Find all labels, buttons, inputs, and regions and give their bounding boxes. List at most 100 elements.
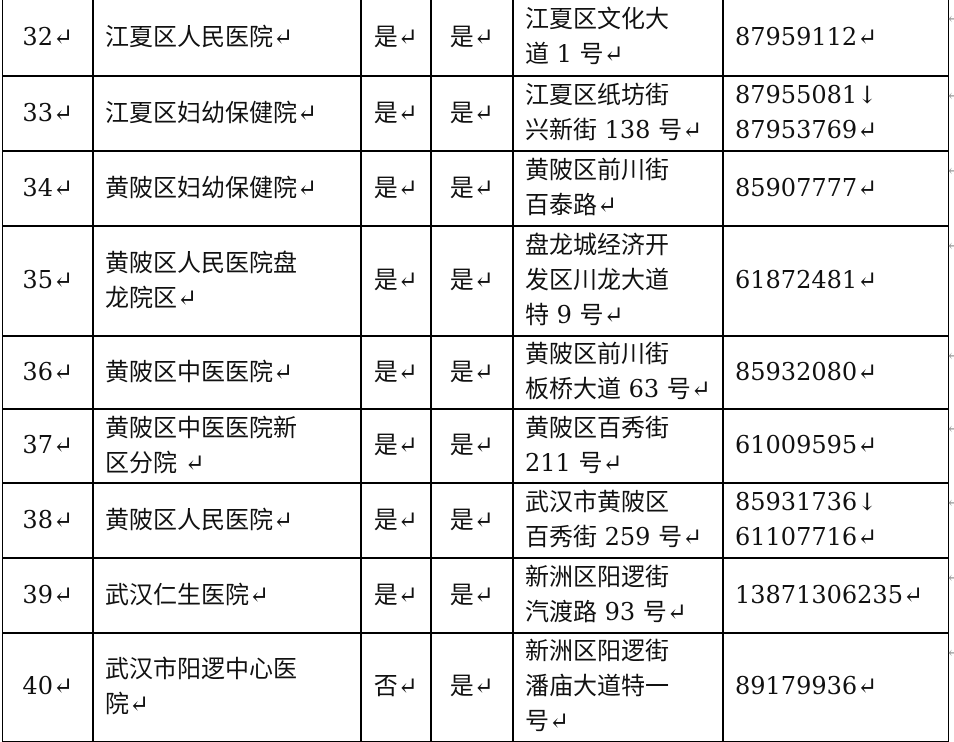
address-text: 新洲区阳逻街 bbox=[525, 563, 669, 592]
row-end-mark: ↵ bbox=[946, 418, 954, 437]
address-text: 号↵ bbox=[525, 707, 570, 736]
row-number-text: 39↵ bbox=[22, 580, 74, 609]
address-text: 黄陂区前川街 bbox=[525, 156, 669, 185]
hospital-name-text: 院↵ bbox=[105, 689, 150, 718]
flag-a-text: 是↵ bbox=[373, 580, 418, 609]
phone-cell: 87955081↓ 87953769↵ bbox=[722, 75, 949, 152]
flag-a-cell: 是↵ bbox=[360, 557, 432, 634]
address-cell: 江夏区文化大道 1 号↵ bbox=[512, 0, 724, 77]
hospital-name-text: 黄陂区中医医院新 bbox=[105, 413, 297, 442]
row-end-mark: ↵ bbox=[946, 492, 954, 511]
hospital-name-cell: 武汉仁生医院↵ bbox=[92, 557, 362, 634]
address-cell: 武汉市黄陂区 百秀街 259 号↵ bbox=[512, 482, 724, 559]
row-end-mark: ↵ bbox=[946, 567, 954, 586]
flag-a-cell: 是↵ bbox=[360, 225, 432, 337]
flag-b-text: 是↵ bbox=[449, 505, 494, 534]
flag-b-text: 是↵ bbox=[449, 98, 494, 127]
flag-b-cell: 是↵ bbox=[430, 632, 514, 742]
hospital-name-cell: 黄陂区人民医院盘 龙院区↵ bbox=[92, 225, 362, 337]
row-number-text: 40↵ bbox=[22, 672, 74, 701]
flag-b-text: 是↵ bbox=[449, 173, 494, 202]
phone-text: 13871306235↵ bbox=[735, 580, 924, 609]
flag-b-cell: 是↵ bbox=[430, 408, 514, 484]
flag-a-text: 是↵ bbox=[373, 505, 418, 534]
row-end-mark: ↵ bbox=[946, 85, 954, 104]
flag-b-text: 是↵ bbox=[449, 266, 494, 295]
row-number-cell: 37↵ bbox=[2, 408, 94, 484]
flag-a-text: 否↵ bbox=[373, 672, 418, 701]
flag-a-cell: 是↵ bbox=[360, 408, 432, 484]
address-text: 新洲区阳逻街 bbox=[525, 637, 669, 666]
address-cell: 盘龙城经济开 发区川龙大道特 9 号↵ bbox=[512, 225, 724, 337]
phone-cell: 87959112↵ bbox=[722, 0, 949, 77]
flag-a-text: 是↵ bbox=[373, 357, 418, 386]
address-text: 武汉市黄陂区 bbox=[525, 488, 669, 517]
hospital-name-text: 黄陂区人民医院↵ bbox=[105, 505, 294, 534]
address-text: 潘庙大道特一 bbox=[525, 672, 669, 701]
phone-text: 85932080↵ bbox=[735, 357, 878, 386]
address-text: 特 9 号↵ bbox=[525, 301, 624, 330]
flag-a-text: 是↵ bbox=[373, 22, 418, 51]
phone-cell: 61009595↵ bbox=[722, 408, 949, 484]
flag-b-cell: 是↵ bbox=[430, 0, 514, 77]
phone-text: 61009595↵ bbox=[735, 431, 878, 460]
hospital-name-cell: 黄陂区人民医院↵ bbox=[92, 482, 362, 559]
row-end-mark: ↵ bbox=[946, 160, 954, 179]
address-text: 黄陂区前川街 bbox=[525, 340, 669, 369]
flag-b-cell: 是↵ bbox=[430, 225, 514, 337]
flag-b-cell: 是↵ bbox=[430, 75, 514, 152]
address-text: 板桥大道 63 号↵ bbox=[525, 375, 711, 404]
row-number-text: 36↵ bbox=[22, 357, 74, 386]
row-end-mark: ↵ bbox=[946, 345, 954, 364]
flag-b-text: 是↵ bbox=[449, 431, 494, 460]
address-cell: 新洲区阳逻街 汽渡路 93 号↵ bbox=[512, 557, 724, 634]
address-text: 兴新街 138 号↵ bbox=[525, 116, 703, 145]
hospital-name-cell: 武汉市阳逻中心医 院↵ bbox=[92, 632, 362, 742]
flag-a-text: 是↵ bbox=[373, 173, 418, 202]
flag-a-cell: 否↵ bbox=[360, 632, 432, 742]
address-cell: 新洲区阳逻街 潘庙大道特一 号↵ bbox=[512, 632, 724, 742]
phone-text: 89179936↵ bbox=[735, 672, 878, 701]
flag-a-cell: 是↵ bbox=[360, 75, 432, 152]
flag-b-cell: 是↵ bbox=[430, 482, 514, 559]
row-number-cell: 36↵ bbox=[2, 335, 94, 410]
hospital-name-text: 黄陂区妇幼保健院↵ bbox=[105, 173, 318, 202]
row-number-cell: 39↵ bbox=[2, 557, 94, 634]
hospital-name-text: 区分院 ↵ bbox=[105, 448, 205, 477]
hospital-name-text: 黄陂区中医医院↵ bbox=[105, 357, 294, 386]
address-text: 江夏区纸坊街 bbox=[525, 81, 669, 110]
flag-a-text: 是↵ bbox=[373, 98, 418, 127]
hospital-name-cell: 江夏区人民医院↵ bbox=[92, 0, 362, 77]
row-number-cell: 38↵ bbox=[2, 482, 94, 559]
address-text: 盘龙城经济开 bbox=[525, 231, 669, 260]
flag-b-text: 是↵ bbox=[449, 357, 494, 386]
flag-b-cell: 是↵ bbox=[430, 150, 514, 227]
address-cell: 黄陂区百秀街 211 号↵ bbox=[512, 408, 724, 484]
phone-text: 61107716↵ bbox=[735, 523, 878, 552]
row-end-mark: ↵ bbox=[946, 8, 954, 27]
flag-a-cell: 是↵ bbox=[360, 150, 432, 227]
row-number-text: 37↵ bbox=[22, 431, 74, 460]
address-text: 百泰路↵ bbox=[525, 191, 618, 220]
row-end-mark: ↵ bbox=[946, 642, 954, 661]
flag-a-cell: 是↵ bbox=[360, 335, 432, 410]
phone-cell: 85907777↵ bbox=[722, 150, 949, 227]
hospital-name-text: 武汉市阳逻中心医 bbox=[105, 654, 297, 683]
address-cell: 黄陂区前川街 百泰路↵ bbox=[512, 150, 724, 227]
row-number-cell: 35↵ bbox=[2, 225, 94, 337]
flag-a-cell: 是↵ bbox=[360, 482, 432, 559]
flag-a-cell: 是↵ bbox=[360, 0, 432, 77]
phone-text: 87959112↵ bbox=[735, 22, 878, 51]
address-text: 江夏区文化大 bbox=[525, 5, 669, 34]
hospital-name-text: 江夏区人民医院↵ bbox=[105, 22, 294, 51]
hospital-name-cell: 黄陂区妇幼保健院↵ bbox=[92, 150, 362, 227]
hospital-name-text: 龙院区↵ bbox=[105, 283, 198, 312]
hospital-name-cell: 江夏区妇幼保健院↵ bbox=[92, 75, 362, 152]
hospital-name-text: 武汉仁生医院↵ bbox=[105, 580, 270, 609]
row-number-cell: 33↵ bbox=[2, 75, 94, 152]
flag-b-text: 是↵ bbox=[449, 672, 494, 701]
hospital-name-cell: 黄陂区中医医院新 区分院 ↵ bbox=[92, 408, 362, 484]
row-number-text: 38↵ bbox=[22, 505, 74, 534]
phone-cell: 85931736↓ 61107716↵ bbox=[722, 482, 949, 559]
row-number-cell: 40↵ bbox=[2, 632, 94, 742]
